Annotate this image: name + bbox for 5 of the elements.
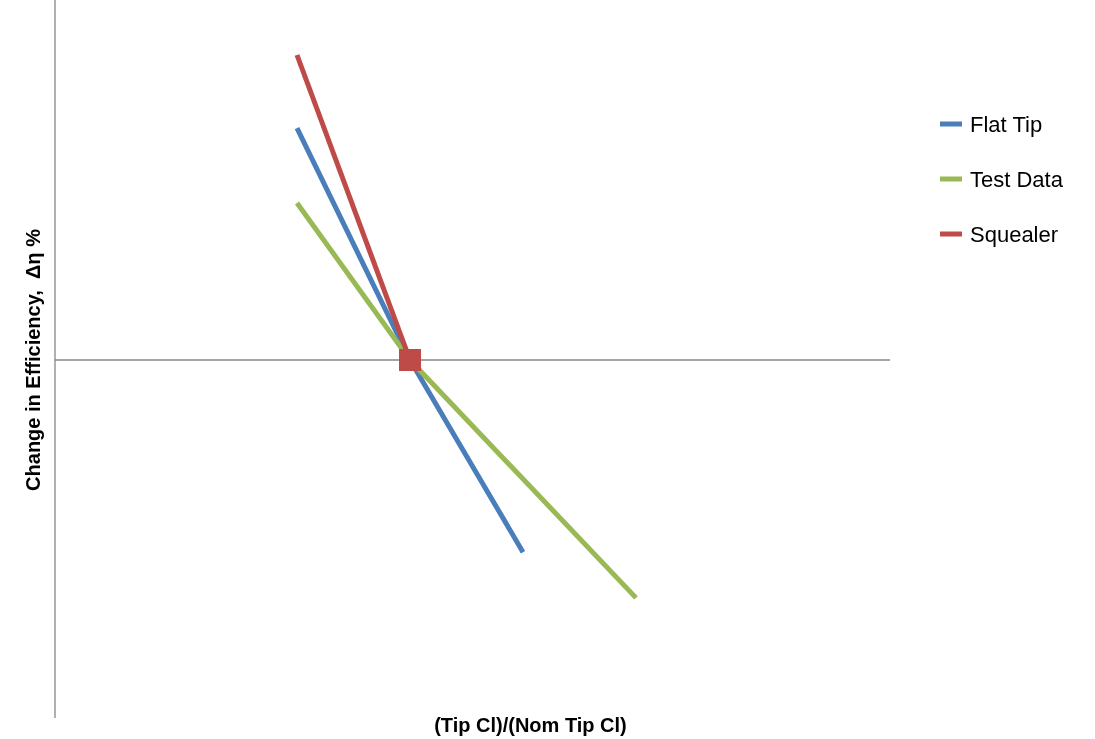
text: (Tip Cl)/(Nom Tip Cl) xyxy=(434,714,627,736)
legend-label: Squealer xyxy=(970,222,1059,247)
legend-label: Flat Tip xyxy=(970,112,1043,137)
text: Change in Efficiency, Δη % xyxy=(22,228,44,491)
legend-label: Test Data xyxy=(970,167,1064,192)
